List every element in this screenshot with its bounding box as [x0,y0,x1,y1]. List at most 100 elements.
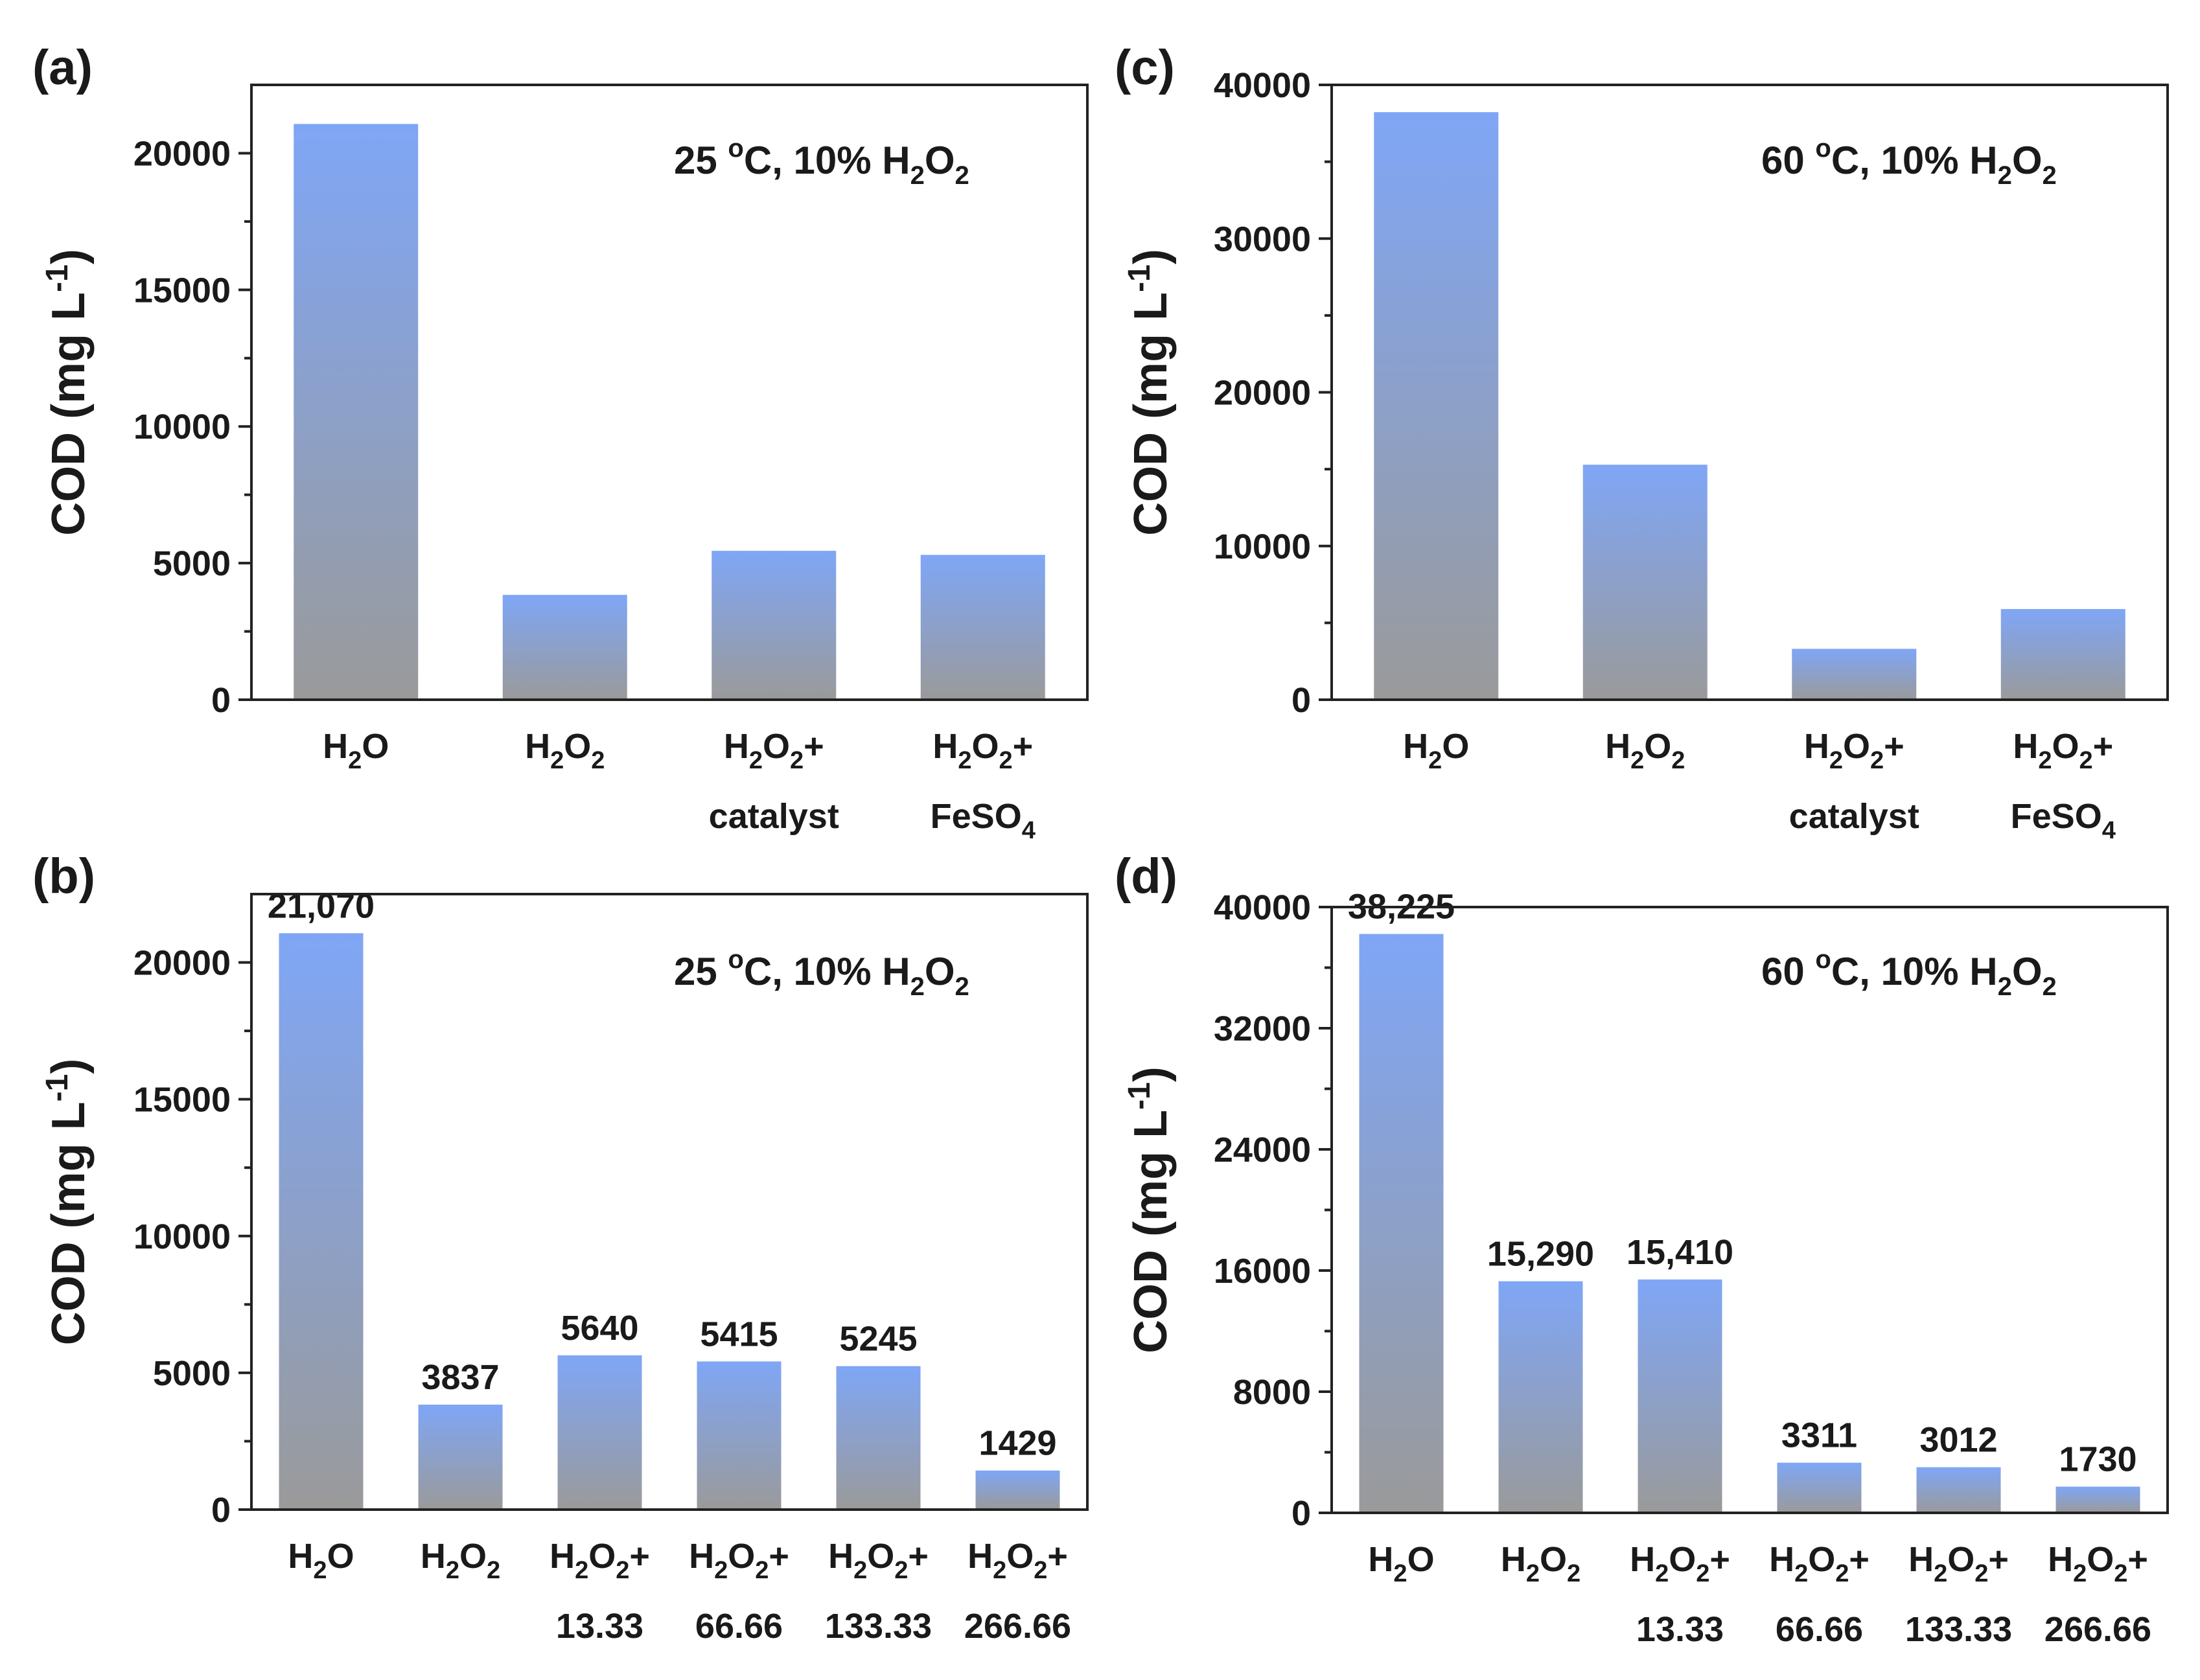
bar [1359,934,1444,1513]
x-tick-label: catalyst [1789,797,1919,836]
bar [1374,112,1499,700]
panel-label: (b) [32,849,95,904]
x-tick-label: H2O [323,727,389,774]
y-tick-label: 10000 [133,1217,231,1256]
x-tick-label: H2O [1403,727,1469,774]
x-tick-label: H2O2 [1605,727,1685,774]
panel-label: (d) [1115,849,1177,904]
x-tick-label: H2O2+ [689,1537,789,1584]
panel-3: 38,225H2O15,290H2O215,410H2O2+13.333311H… [1115,849,2169,1649]
value-label: 15,290 [1487,1235,1594,1274]
x-tick-label: H2O2+ [828,1537,929,1584]
x-tick-label: 13.33 [556,1607,643,1646]
condition-annotation: 25 oC, 10% H2O2 [674,945,969,1001]
panel-label: (a) [32,40,93,95]
y-tick-label: 5000 [153,544,231,583]
y-tick-label: 30000 [1214,220,1311,259]
x-tick-label: 13.33 [1636,1610,1724,1649]
x-tick-label: H2O2+ [550,1537,650,1584]
y-tick-label: 32000 [1214,1009,1311,1048]
value-label: 15,410 [1627,1233,1733,1272]
value-label: 3837 [421,1358,499,1397]
y-tick-label: 15000 [133,1081,231,1120]
plot-frame [250,893,1089,1511]
bar [294,124,419,700]
bar [1916,1467,2001,1513]
value-label: 5640 [561,1309,638,1348]
bar [557,1355,642,1510]
y-tick-label: 15000 [133,271,231,310]
value-label: 1730 [2059,1440,2136,1479]
y-tick-label: 20000 [133,944,231,983]
bar [502,595,627,700]
y-axis-label: COD (mg L-1) [1122,1066,1177,1353]
x-tick-label: H2O2+ [1804,727,1905,774]
x-tick-label: 66.66 [1776,1610,1863,1649]
bar [920,555,1045,700]
y-tick-label: 20000 [133,134,231,173]
y-axis-label: COD (mg L-1) [40,249,95,536]
condition-annotation: 60 oC, 10% H2O2 [1761,945,2057,1001]
x-tick-label: H2O2+ [1769,1540,1870,1587]
x-tick-label: H2O2+ [724,727,824,774]
bar [1638,1279,1722,1513]
y-tick-label: 0 [211,681,231,720]
y-tick-label: 10000 [133,408,231,446]
value-label: 21,070 [268,886,375,925]
x-tick-label: H2O [1368,1540,1434,1587]
x-tick-label: H2O2 [525,727,605,774]
x-tick-label: 266.66 [2044,1610,2151,1649]
y-tick-label: 0 [1291,681,1311,720]
x-tick-label: H2O2+ [2013,727,2113,774]
y-tick-label: 10000 [1214,527,1311,566]
value-label: 1429 [978,1424,1056,1463]
x-tick-label: H2O2+ [967,1537,1068,1584]
y-tick-label: 16000 [1214,1252,1311,1291]
x-tick-label: 66.66 [695,1607,783,1646]
value-label: 5245 [839,1320,917,1359]
x-tick-label: H2O2+ [1630,1540,1730,1587]
y-tick-label: 0 [211,1491,231,1530]
x-tick-label: 133.33 [825,1607,932,1646]
y-tick-label: 8000 [1233,1373,1311,1412]
x-tick-label: FeSO4 [931,797,1036,844]
x-tick-label: H2O2+ [1908,1540,2009,1587]
value-label: 3311 [1781,1416,1857,1455]
value-label: 3012 [1919,1421,1997,1460]
x-tick-label: FeSO4 [2011,797,2116,844]
condition-annotation: 60 oC, 10% H2O2 [1761,134,2057,190]
bar [2000,609,2125,700]
bar [712,551,837,700]
bar [1777,1462,1862,1513]
panel-0: H2O H2O2 H2O2+ catalyst H2O2+ FeSO4 0 5000 10000… [32,40,1089,844]
bar [975,1470,1060,1510]
bar [1582,465,1708,700]
panel-2: H2O H2O2 H2O2+ catalyst H2O2+ FeSO4 0 10000 2000… [1115,40,2169,844]
panel-1: 21,070 H2O 3837 H2O2 5640 H2O2+ 13.33 5415 H2O2+… [32,849,1089,1646]
y-tick-label: 40000 [1214,66,1311,105]
x-tick-label: H2O2 [1501,1540,1581,1587]
x-tick-label: H2O2+ [2048,1540,2148,1587]
panel-label: (c) [1115,40,1175,95]
y-axis-label: COD (mg L-1) [40,1059,95,1346]
x-tick-label: H2O [288,1537,354,1584]
bar [1498,1281,1583,1513]
x-tick-label: 266.66 [964,1607,1071,1646]
x-tick-label: H2O2 [421,1537,500,1584]
y-axis-label: COD (mg L-1) [1122,249,1177,536]
bar [836,1366,921,1510]
bar [697,1361,782,1510]
y-tick-label: 20000 [1214,374,1311,413]
value-label: 5415 [700,1315,778,1353]
bar [279,933,364,1510]
bar [418,1404,503,1510]
condition-annotation: 25 oC, 10% H2O2 [674,134,969,190]
bar [2055,1486,2140,1513]
y-tick-label: 0 [1291,1494,1311,1533]
x-tick-label: H2O2+ [932,727,1033,774]
x-tick-label: 133.33 [1905,1610,2012,1649]
y-tick-label: 5000 [153,1354,231,1393]
bar [1792,649,1917,700]
y-tick-label: 24000 [1214,1131,1311,1169]
